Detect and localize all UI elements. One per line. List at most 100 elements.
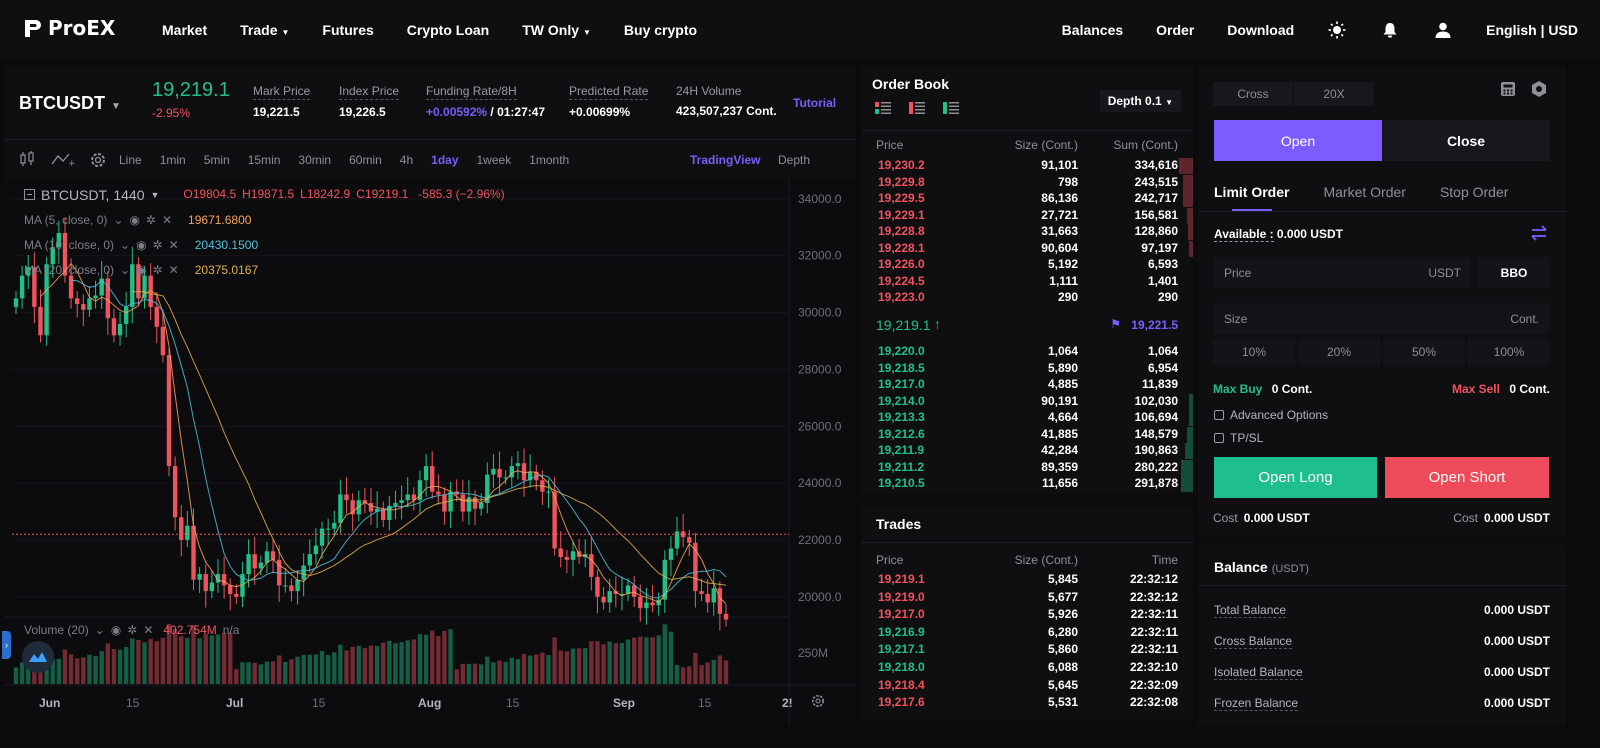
interval-5min[interactable]: 5min bbox=[203, 153, 230, 167]
symbol-selector[interactable]: BTCUSDT ▼ bbox=[19, 93, 121, 114]
price-chart[interactable]: 34000.0 32000.0 30000.0 28000.0 26000.0 24000… bbox=[2, 179, 856, 726]
nav-download[interactable]: Download bbox=[1227, 22, 1295, 38]
checkbox-box[interactable] bbox=[1214, 433, 1224, 443]
open-tab-button[interactable]: Open bbox=[1214, 120, 1382, 161]
gear-icon[interactable] bbox=[88, 150, 108, 173]
eye-icon[interactable]: ◉ bbox=[136, 238, 147, 252]
transfer-arrows-icon[interactable] bbox=[1530, 224, 1548, 245]
gear-icon[interactable]: ✲ bbox=[127, 623, 138, 637]
ma5-legend[interactable]: MA (5, close, 0) ⌄ ◉ ✲ ✕ 19671.6800 bbox=[24, 213, 251, 227]
close-icon[interactable]: ✕ bbox=[161, 213, 173, 227]
tab-stop-order[interactable]: Stop Order bbox=[1439, 184, 1509, 200]
table-row[interactable]: 19,217.6 5,531 22:32:08 bbox=[861, 695, 1193, 711]
percent-20-button[interactable]: 20% bbox=[1298, 339, 1380, 365]
table-row[interactable]: 19,229.8 798 243,515 bbox=[861, 174, 1193, 191]
volume-legend[interactable]: Volume (20) ⌄ ◉ ✲ ✕ 402.754M n/a bbox=[24, 623, 239, 637]
open-short-button[interactable]: Open Short bbox=[1385, 457, 1549, 498]
tpsl-checkbox[interactable]: TP/SL bbox=[1214, 431, 1263, 445]
table-row[interactable]: 19,211.2 89,359 280,222 bbox=[861, 459, 1193, 476]
open-long-button[interactable]: Open Long bbox=[1214, 457, 1377, 498]
price-input[interactable]: Price USDT bbox=[1214, 257, 1471, 288]
table-row[interactable]: 19,214.0 90,191 102,030 bbox=[861, 393, 1193, 410]
sun-icon[interactable] bbox=[1327, 20, 1347, 40]
checkbox-box[interactable] bbox=[1214, 410, 1224, 420]
table-row[interactable]: 19,212.6 41,885 148,579 bbox=[861, 426, 1193, 443]
margin-mode-selector[interactable]: Cross bbox=[1213, 82, 1293, 106]
table-row[interactable]: 19,216.9 6,280 22:32:11 bbox=[861, 625, 1193, 641]
tab-limit-order[interactable]: Limit Order bbox=[1214, 184, 1290, 200]
eye-icon[interactable]: ◉ bbox=[136, 263, 147, 277]
percent-50-button[interactable]: 50% bbox=[1383, 339, 1465, 365]
gear-icon[interactable]: ✲ bbox=[152, 263, 163, 277]
table-row[interactable]: 19,217.1 5,860 22:32:11 bbox=[861, 642, 1193, 658]
interval-60min[interactable]: 60min bbox=[349, 153, 382, 167]
bell-icon[interactable] bbox=[1380, 20, 1400, 40]
depth-tab[interactable]: Depth bbox=[778, 153, 811, 167]
depth-selector[interactable]: Depth 0.1 ▼ bbox=[1099, 90, 1181, 112]
collapse-icon[interactable] bbox=[24, 189, 35, 200]
table-row[interactable]: 19,224.5 1,111 1,401 bbox=[861, 274, 1193, 290]
candlestick-type-icon[interactable] bbox=[18, 150, 36, 171]
chart-settings-gear-icon[interactable] bbox=[810, 693, 826, 712]
tab-market-order[interactable]: Market Order bbox=[1323, 184, 1406, 200]
table-row[interactable]: 19,229.1 27,721 156,581 bbox=[861, 207, 1193, 224]
table-row[interactable]: 19,210.5 11,656 291,878 bbox=[861, 476, 1193, 492]
table-row[interactable]: 19,220.0 1,064 1,064 bbox=[861, 344, 1193, 360]
settings-hexagon-icon[interactable] bbox=[1530, 80, 1548, 101]
nav-tw-only[interactable]: TW Only ▼ bbox=[522, 22, 591, 38]
calculator-icon[interactable] bbox=[1500, 81, 1516, 100]
table-row[interactable]: 19,211.9 42,284 190,863 bbox=[861, 443, 1193, 459]
tutorial-link[interactable]: Tutorial bbox=[793, 96, 837, 110]
percent-100-button[interactable]: 100% bbox=[1468, 339, 1550, 365]
book-bids-icon[interactable] bbox=[943, 102, 959, 114]
table-row[interactable]: 19,219.0 5,677 22:32:12 bbox=[861, 590, 1193, 606]
table-row[interactable]: 19,228.8 31,663 128,860 bbox=[861, 224, 1193, 240]
table-row[interactable]: 19,218.0 6,088 22:32:10 bbox=[861, 660, 1193, 676]
advanced-options-checkbox[interactable]: Advanced Options bbox=[1214, 408, 1328, 422]
close-icon[interactable]: ✕ bbox=[168, 263, 179, 277]
interval-30min[interactable]: 30min bbox=[298, 153, 332, 167]
table-row[interactable]: 19,217.0 4,885 11,839 bbox=[861, 377, 1193, 393]
book-asks-icon[interactable] bbox=[909, 102, 925, 114]
table-row[interactable]: 19,217.0 5,926 22:32:11 bbox=[861, 607, 1193, 623]
language-currency-selector[interactable]: English | USD bbox=[1486, 22, 1578, 38]
table-row[interactable]: 19,226.0 5,192 6,593 bbox=[861, 257, 1193, 273]
table-row[interactable]: 19,229.5 86,136 242,717 bbox=[861, 191, 1193, 207]
interval-4h[interactable]: 4h bbox=[399, 153, 414, 167]
gear-icon[interactable]: ✲ bbox=[145, 213, 156, 227]
book-both-icon[interactable] bbox=[875, 102, 891, 114]
nav-market[interactable]: Market bbox=[162, 22, 207, 38]
chevron-down-icon[interactable]: ▼ bbox=[150, 190, 160, 200]
user-icon[interactable] bbox=[1433, 20, 1453, 40]
eye-icon[interactable]: ◉ bbox=[110, 623, 122, 637]
leverage-selector[interactable]: 20X bbox=[1294, 82, 1374, 106]
table-row[interactable]: 19,223.0 290 290 bbox=[861, 290, 1193, 306]
table-row[interactable]: 19,218.5 5,890 6,954 bbox=[861, 361, 1193, 377]
nav-trade[interactable]: Trade ▼ bbox=[240, 22, 289, 38]
nav-crypto-loan[interactable]: Crypto Loan bbox=[407, 22, 489, 38]
expand-sidebar-button[interactable]: › bbox=[2, 631, 11, 659]
percent-10-button[interactable]: 10% bbox=[1213, 339, 1295, 365]
table-row[interactable]: 19,218.4 5,645 22:32:09 bbox=[861, 678, 1193, 694]
candlestick-chart[interactable]: 34000.0 32000.0 30000.0 28000.0 26000.0 24000… bbox=[4, 179, 856, 726]
close-icon[interactable]: ✕ bbox=[143, 623, 154, 637]
interval-line[interactable]: Line bbox=[119, 153, 142, 167]
size-input[interactable]: Size Cont. bbox=[1214, 303, 1549, 334]
interval-1day[interactable]: 1day bbox=[431, 153, 459, 167]
close-tab-button[interactable]: Close bbox=[1382, 120, 1550, 161]
interval-15min[interactable]: 15min bbox=[247, 153, 281, 167]
nav-order[interactable]: Order bbox=[1156, 22, 1195, 38]
ma20-legend[interactable]: MA (20, close, 0) ⌄ ◉ ✲ ✕ 20375.0167 bbox=[24, 263, 258, 277]
nav-balances[interactable]: Balances bbox=[1061, 22, 1124, 38]
proex-logo[interactable]: ProEX bbox=[22, 16, 115, 40]
table-row[interactable]: 19,230.2 91,101 334,616 bbox=[861, 158, 1193, 174]
table-row[interactable]: 19,213.3 4,664 106,694 bbox=[861, 410, 1193, 426]
table-row[interactable]: 19,228.1 90,604 97,197 bbox=[861, 240, 1193, 257]
bbo-button[interactable]: BBO bbox=[1479, 257, 1549, 288]
close-icon[interactable]: ✕ bbox=[168, 238, 179, 252]
interval-1month[interactable]: 1month bbox=[529, 153, 570, 167]
ma10-legend[interactable]: MA (10, close, 0) ⌄ ◉ ✲ ✕ 20430.1500 bbox=[24, 238, 258, 252]
tradingview-badge-icon[interactable] bbox=[22, 641, 54, 673]
gear-icon[interactable]: ✲ bbox=[152, 238, 163, 252]
eye-icon[interactable]: ◉ bbox=[129, 213, 140, 227]
